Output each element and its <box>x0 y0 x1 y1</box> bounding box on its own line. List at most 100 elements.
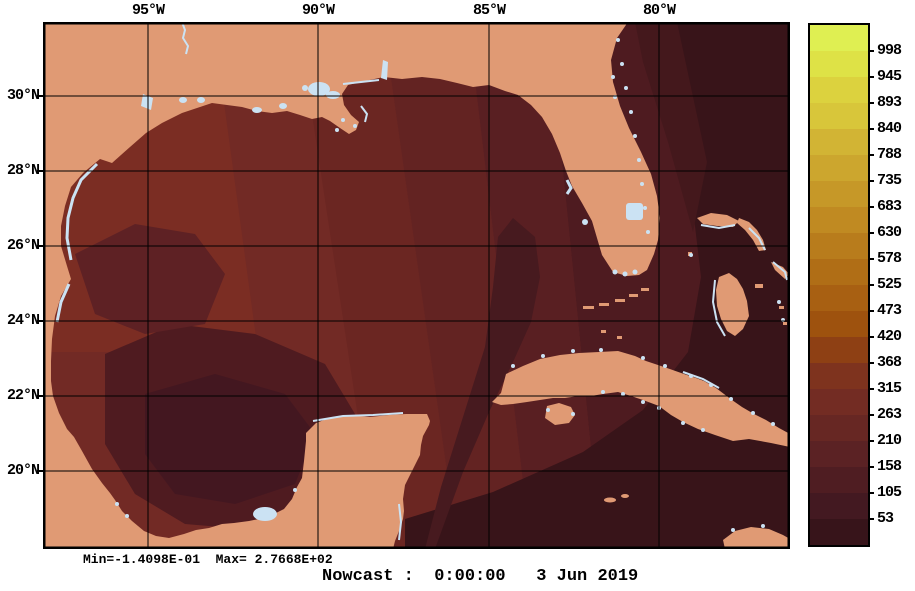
colorbar-tick-label: 368 <box>877 354 902 371</box>
water-atlantic-coastal-band <box>635 22 707 232</box>
colorbar-segment <box>810 259 868 285</box>
colorbar-tick-label: 945 <box>877 68 902 85</box>
mobile-bay <box>381 60 388 80</box>
land-eleuthera <box>771 262 789 279</box>
lake-borgne <box>326 91 340 99</box>
colorbar-segment <box>810 51 868 77</box>
water-west-dark-patch <box>75 224 225 334</box>
colorbar-tick <box>868 336 874 338</box>
lake-okeechobee <box>626 203 643 220</box>
colorbar-tick-label: 158 <box>877 458 902 475</box>
land-key-3 <box>615 299 625 302</box>
colorbar-segment <box>810 337 868 363</box>
colorbar-tick-label: 735 <box>877 172 902 189</box>
x-axis-label: 80°W <box>642 2 676 19</box>
y-axis-tick <box>37 170 43 172</box>
land-cay-2 <box>783 322 787 325</box>
colorbar-segment <box>810 25 868 51</box>
colorbar-tick <box>868 154 874 156</box>
colorbar-segment <box>810 441 868 467</box>
land-cay-sal-1 <box>601 330 606 333</box>
colorbar-tick-label: 788 <box>877 146 902 163</box>
colorbar-tick-label: 210 <box>877 432 902 449</box>
colorbar-segment <box>810 285 868 311</box>
land-north-america-mexico-florida <box>43 22 660 549</box>
colorbar-tick <box>868 128 874 130</box>
y-axis-label: 30°N <box>6 87 40 104</box>
texas-lagoons <box>65 162 99 261</box>
colorbar-segment <box>810 181 868 207</box>
mississippi-river <box>181 22 190 55</box>
colorbar-tick <box>868 388 874 390</box>
land-jamaica <box>723 527 790 549</box>
colorbar-tick <box>868 492 874 494</box>
colorbar-tick-label: 315 <box>877 380 902 397</box>
misc-coastal-specks <box>115 118 765 532</box>
colorbar-tick <box>868 466 874 468</box>
y-axis-label: 22°N <box>6 387 40 404</box>
colorbar-tick-label: 105 <box>877 484 902 501</box>
y-axis-label: 28°N <box>6 162 40 179</box>
colorbar-tick-label: 893 <box>877 94 902 111</box>
y-axis-tick <box>37 245 43 247</box>
lake-layer <box>55 22 788 541</box>
colorbar-segment <box>810 207 868 233</box>
y-axis-tick <box>37 470 43 472</box>
colorbar-tick <box>868 310 874 312</box>
land-cuba <box>492 351 790 447</box>
colorbar-segment <box>810 77 868 103</box>
lake-maurepas <box>302 85 308 91</box>
land-isla-juventud <box>545 403 575 425</box>
campeche-speck <box>293 488 297 492</box>
calcasieu-lake <box>197 97 205 103</box>
land-abaco <box>737 218 766 251</box>
colorbar-tick <box>868 362 874 364</box>
sabine-lake <box>179 97 187 103</box>
land-cay-1 <box>779 306 784 309</box>
colorbar-tick-label: 998 <box>877 42 902 59</box>
nowcast-caption: Nowcast : 0:00:00 3 Jun 2019 <box>322 567 639 586</box>
colorbar-segment <box>810 155 868 181</box>
graticule <box>43 22 790 549</box>
colorbar-tick-label: 578 <box>877 250 902 267</box>
gulf-of-mexico-map <box>43 22 790 549</box>
land-key-4 <box>599 303 609 306</box>
minmax-stats: Min=-1.4098E-01 Max= 2.7668E+02 <box>83 552 333 567</box>
map-frame <box>43 22 790 549</box>
land-little-cayman <box>621 494 629 498</box>
colorbar-segment <box>810 493 868 519</box>
vermilion-bay <box>279 103 287 109</box>
colorbar-tick-label: 525 <box>877 276 902 293</box>
y-axis-tick <box>37 395 43 397</box>
belize-coast-fringe <box>398 503 403 541</box>
colorbar-tick <box>868 258 874 260</box>
florida-bay-specks <box>612 269 638 277</box>
colorbar-tick-label: 420 <box>877 328 902 345</box>
x-axis-label: 85°W <box>472 2 506 19</box>
colorbar-segment <box>810 103 868 129</box>
colorbar-tick <box>868 206 874 208</box>
colorbar-segment <box>810 311 868 337</box>
colorbar-tick <box>868 50 874 52</box>
y-axis-label: 24°N <box>6 312 40 329</box>
y-axis-label: 20°N <box>6 462 40 479</box>
water-loop-tongue <box>425 218 540 549</box>
x-axis-label: 90°W <box>301 2 335 19</box>
colorbar <box>808 23 870 547</box>
land-key-1 <box>641 288 649 291</box>
water-band-2 <box>383 22 531 549</box>
colorbar-tick-label: 840 <box>877 120 902 137</box>
colorbar-segment <box>810 363 868 389</box>
land-key-2 <box>629 294 638 297</box>
colorbar-tick-label: 53 <box>877 510 894 527</box>
colorbar-tick <box>868 518 874 520</box>
colorbar-segment <box>810 389 868 415</box>
chandeleur-sound <box>360 105 369 123</box>
colorbar-tick <box>868 102 874 104</box>
atchafalaya-bay <box>252 107 262 113</box>
y-axis-tick <box>37 320 43 322</box>
colorbar-segment <box>810 233 868 259</box>
colorbar-tick-label: 683 <box>877 198 902 215</box>
x-axis-label: 95°W <box>131 2 165 19</box>
colorbar-tick <box>868 76 874 78</box>
